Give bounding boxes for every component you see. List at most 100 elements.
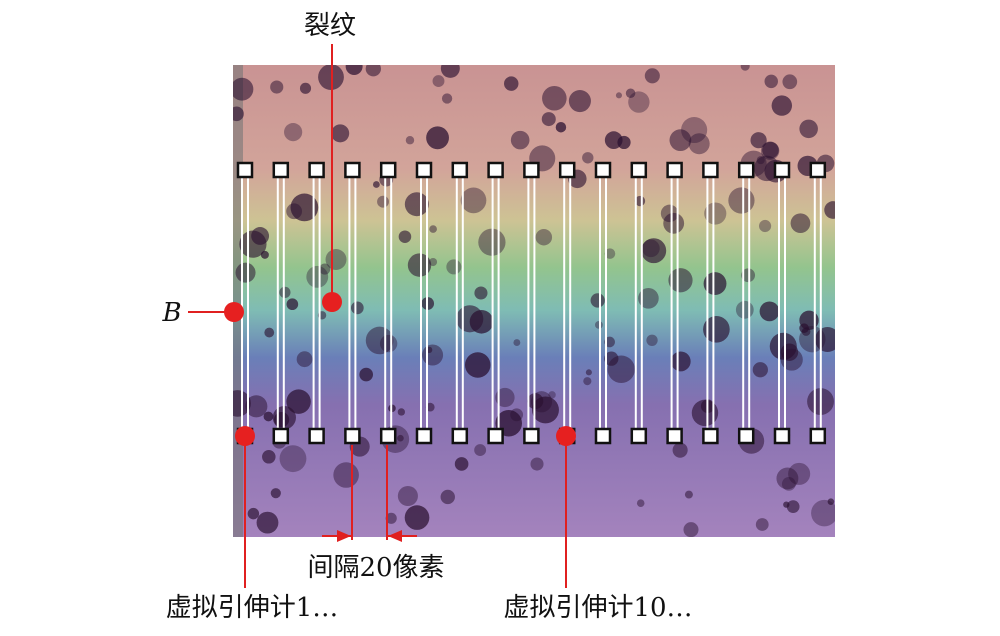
- speckle: [464, 352, 491, 378]
- red-points: [235, 426, 576, 446]
- b-point: [224, 302, 244, 322]
- speckle: [541, 112, 556, 127]
- speckle: [365, 65, 381, 77]
- speckle: [333, 462, 359, 488]
- speckle: [404, 505, 430, 530]
- speckle: [429, 225, 437, 233]
- speckle: [296, 351, 313, 368]
- speckle: [235, 262, 256, 283]
- speckle: [407, 253, 432, 277]
- speckle: [607, 355, 635, 384]
- ext-node: [308, 427, 325, 445]
- speckle: [776, 467, 799, 490]
- extensometers: [236, 161, 827, 445]
- ext10-point: [556, 426, 576, 446]
- speckle: [474, 444, 487, 457]
- speckle: [703, 272, 727, 296]
- speckle: [636, 499, 645, 507]
- speckle: [583, 377, 592, 386]
- speckle: [827, 498, 835, 505]
- ext-node: [308, 161, 325, 179]
- edge: [233, 65, 243, 537]
- speckle: [441, 93, 453, 104]
- speckle: [284, 123, 303, 142]
- ext1-label: 虚拟引伸计1…: [166, 593, 339, 623]
- speckle: [446, 259, 462, 275]
- speckle: [755, 518, 769, 531]
- speckle: [264, 327, 275, 338]
- ext-node: [702, 427, 719, 445]
- speckle: [585, 369, 592, 376]
- speckle: [233, 390, 251, 417]
- ext-node: [737, 161, 755, 179]
- ext-node: [451, 161, 469, 179]
- speckle: [703, 316, 730, 343]
- ext-node: [809, 161, 827, 179]
- speckle: [811, 499, 835, 527]
- speckle: [306, 265, 329, 288]
- spacing-label: 间隔20像素: [307, 553, 444, 583]
- speckle: [290, 193, 319, 222]
- speckle: [404, 192, 429, 217]
- speckle: [504, 76, 519, 91]
- speckle: [422, 344, 444, 366]
- speckle: [428, 257, 438, 267]
- speckle: [247, 507, 260, 520]
- ext-node: [773, 161, 791, 179]
- speckle: [425, 402, 435, 412]
- speckle: [432, 75, 445, 88]
- speckle: [474, 286, 488, 300]
- ext-node: [630, 161, 648, 179]
- speckle: [683, 522, 699, 537]
- speckle: [669, 129, 692, 152]
- speckle: [286, 389, 311, 414]
- ext-node: [272, 427, 290, 445]
- ext1-point: [235, 426, 255, 446]
- b-label: B: [161, 298, 181, 328]
- speckle: [799, 325, 826, 353]
- speckle: [799, 119, 818, 139]
- ext-node: [630, 427, 648, 445]
- speckle: [668, 268, 693, 293]
- speckle: [274, 412, 290, 428]
- speckle: [379, 334, 398, 353]
- speckle: [279, 286, 291, 299]
- speckle: [405, 135, 415, 145]
- speckle: [786, 500, 800, 514]
- speckle: [385, 512, 397, 524]
- speckle: [752, 362, 768, 378]
- speckle: [728, 187, 755, 214]
- speckle: [604, 351, 619, 366]
- ext-node: [451, 427, 469, 445]
- ext-node: [558, 161, 576, 179]
- speckle: [460, 187, 487, 214]
- speckle: [548, 391, 556, 399]
- speckle: [469, 309, 494, 334]
- speckle: [372, 181, 380, 188]
- ext-node: [272, 161, 290, 179]
- speckle: [440, 65, 460, 78]
- speckle: [769, 332, 797, 360]
- ext-node: [344, 161, 361, 179]
- speckle: [625, 88, 636, 99]
- speckle: [590, 293, 605, 308]
- speckle: [426, 126, 449, 150]
- ext-node: [523, 427, 540, 445]
- speckle: [359, 367, 374, 382]
- speckle: [440, 489, 455, 505]
- speckle: [286, 298, 299, 311]
- speckle: [350, 301, 364, 315]
- speckle: [740, 65, 750, 71]
- speckle: [510, 130, 530, 150]
- ext-node: [379, 161, 397, 179]
- speckle: [319, 263, 331, 275]
- speckle: [260, 250, 269, 259]
- speckle: [397, 408, 406, 416]
- speckle: [663, 212, 685, 234]
- speckle: [735, 300, 754, 319]
- speckle: [262, 450, 276, 464]
- speckle: [397, 434, 404, 442]
- ext-node: [236, 161, 254, 179]
- speckle: [318, 65, 344, 90]
